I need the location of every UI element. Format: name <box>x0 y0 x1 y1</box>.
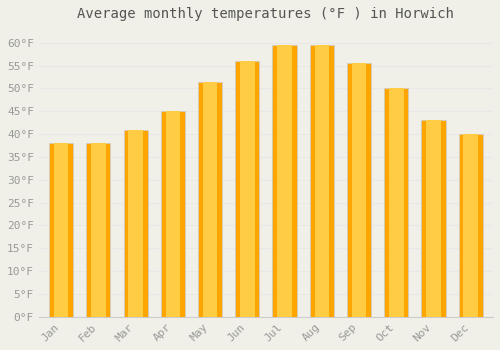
Bar <box>464 134 478 317</box>
Bar <box>422 120 446 317</box>
Bar <box>426 120 440 317</box>
Bar <box>203 82 218 317</box>
Bar <box>128 130 143 317</box>
Bar <box>458 134 483 317</box>
Bar <box>166 111 180 317</box>
Bar <box>384 89 408 317</box>
Bar <box>86 143 110 317</box>
Title: Average monthly temperatures (°F ) in Horwich: Average monthly temperatures (°F ) in Ho… <box>78 7 454 21</box>
Bar <box>310 45 334 317</box>
Bar <box>314 45 329 317</box>
Bar <box>91 143 106 317</box>
Bar <box>347 63 371 317</box>
Bar <box>389 89 404 317</box>
Bar <box>272 45 296 317</box>
Bar <box>49 143 73 317</box>
Bar <box>278 45 292 317</box>
Bar <box>352 63 366 317</box>
Bar <box>235 61 260 317</box>
Bar <box>54 143 68 317</box>
Bar <box>124 130 148 317</box>
Bar <box>198 82 222 317</box>
Bar <box>160 111 185 317</box>
Bar <box>240 61 254 317</box>
